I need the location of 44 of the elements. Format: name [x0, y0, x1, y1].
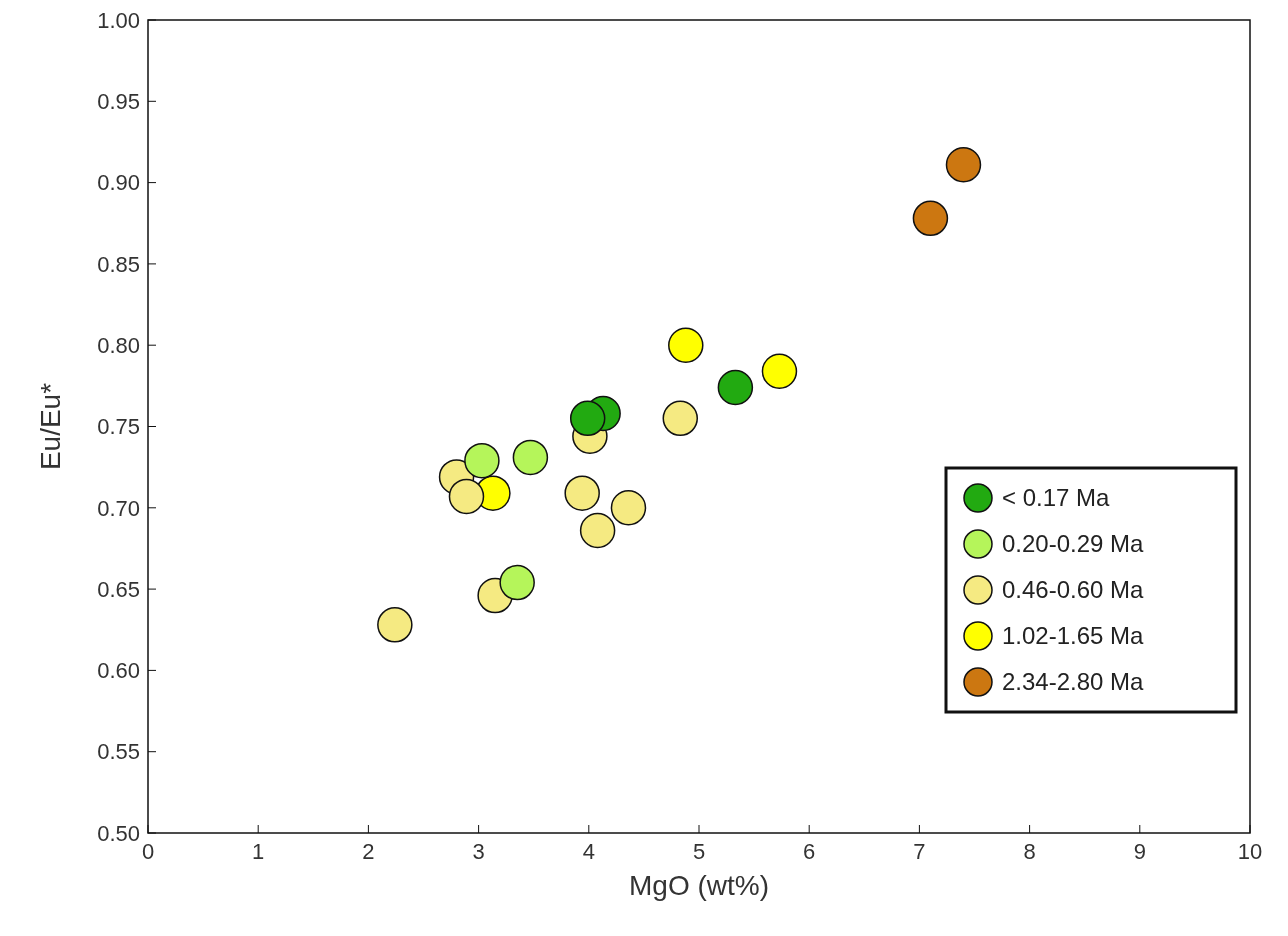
- x-tick-label: 9: [1133, 839, 1146, 864]
- point: [610, 490, 647, 526]
- y-tick-label: 0.55: [97, 739, 140, 765]
- x-axis-title: MgO (wt%): [629, 870, 769, 901]
- y-tick-label: 0.75: [97, 414, 140, 440]
- x-tick-label: 5: [692, 839, 706, 864]
- y-tick-label: 0.60: [97, 658, 140, 684]
- y-tick-label: 0.85: [97, 251, 140, 277]
- y-tick-label: 0.50: [97, 820, 140, 846]
- x-tick-label: 10: [1237, 839, 1263, 864]
- point: [499, 564, 535, 601]
- x-tick-label: 7: [913, 839, 926, 864]
- point: [717, 369, 754, 406]
- point: [448, 478, 485, 515]
- point: [579, 512, 616, 549]
- point: [464, 442, 500, 479]
- x-tick-label: 2: [362, 839, 375, 864]
- x-tick-label: 6: [803, 839, 816, 864]
- legend-label: < 0.17 Ma: [1002, 484, 1111, 512]
- point: [512, 439, 549, 476]
- y-tick-label: 0.70: [97, 495, 140, 521]
- x-tick-label: 1: [252, 839, 265, 864]
- point: [564, 475, 600, 511]
- x-tick-label: 3: [472, 839, 485, 864]
- point: [569, 400, 606, 437]
- y-tick-label: 0.95: [97, 89, 140, 114]
- point: [912, 200, 949, 237]
- legend-label: 2.34-2.80 Ma: [1002, 668, 1145, 696]
- legend-label: 0.20-0.29 Ma: [1002, 530, 1145, 558]
- x-tick-label: 4: [582, 839, 595, 864]
- y-tick-label: 0.65: [97, 576, 140, 602]
- y-tick-label: 0.80: [97, 332, 140, 358]
- x-tick-label: 8: [1023, 839, 1036, 864]
- legend-label: 1.02-1.65 Ma: [1002, 622, 1145, 650]
- point: [377, 607, 413, 643]
- y-tick-label: 1.00: [97, 7, 140, 33]
- point: [668, 327, 704, 363]
- x-tick-label: 0: [141, 839, 155, 864]
- point: [945, 146, 982, 183]
- point: [761, 353, 798, 389]
- y-tick-label: 0.90: [97, 170, 140, 196]
- y-axis-title: Eu/Eu*: [35, 382, 66, 471]
- legend-label: 0.46-0.60 Ma: [1002, 576, 1145, 604]
- point: [662, 400, 699, 437]
